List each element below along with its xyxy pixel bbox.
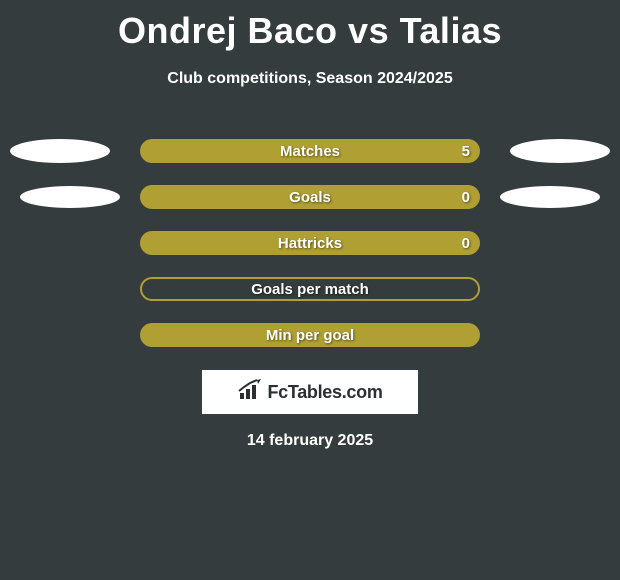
right-player-marker <box>500 186 600 208</box>
stat-pill: Goals 0 <box>140 185 480 209</box>
stat-label: Goals per match <box>251 281 369 298</box>
page-title: Ondrej Baco vs Talias <box>0 0 620 52</box>
stat-row-goals-per-match: Goals per match <box>0 266 620 312</box>
stat-label: Min per goal <box>266 327 354 344</box>
stat-row-hattricks: Hattricks 0 <box>0 220 620 266</box>
chart-icon <box>237 379 263 406</box>
stats-list: Matches 5 Goals 0 Hattricks 0 Goals per … <box>0 128 620 358</box>
stat-pill: Matches 5 <box>140 139 480 163</box>
stat-label: Matches <box>280 143 340 160</box>
stat-value: 0 <box>462 235 470 252</box>
stat-row-goals: Goals 0 <box>0 174 620 220</box>
stat-label: Goals <box>289 189 331 206</box>
stat-row-matches: Matches 5 <box>0 128 620 174</box>
branding-box: FcTables.com <box>202 370 418 414</box>
stat-pill: Min per goal <box>140 323 480 347</box>
stat-value: 0 <box>462 189 470 206</box>
right-player-marker <box>510 139 610 163</box>
footer-date: 14 february 2025 <box>0 432 620 450</box>
stat-pill: Hattricks 0 <box>140 231 480 255</box>
page-subtitle: Club competitions, Season 2024/2025 <box>0 70 620 88</box>
stat-label: Hattricks <box>278 235 342 252</box>
branding-text: FcTables.com <box>267 382 382 403</box>
left-player-marker <box>20 186 120 208</box>
stat-row-min-per-goal: Min per goal <box>0 312 620 358</box>
stat-pill: Goals per match <box>140 277 480 301</box>
left-player-marker <box>10 139 110 163</box>
stat-value: 5 <box>462 143 470 160</box>
